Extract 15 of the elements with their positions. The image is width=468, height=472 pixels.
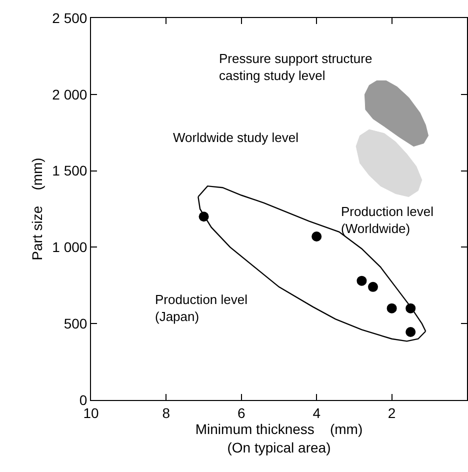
y-tick-label: 2 000 [52,86,88,102]
x-tick-label: 2 [388,404,396,421]
y-axis-title: Part size (mm) [28,158,45,260]
y-tick-label: 1 500 [52,162,88,179]
y-tick-label: 2 500 [52,10,88,26]
annotation: Pressure support structure casting study level [219,51,372,83]
annotation: Worldwide study level [173,130,299,145]
x-tick-label: 8 [162,404,170,421]
y-tick-label: 1 000 [52,239,88,256]
annotation: Production level (Japan) [155,292,248,324]
annotation: Production level (Worldwide) [341,204,434,236]
x-tick-label: 6 [238,404,246,421]
y-tick-label: 500 [64,316,88,332]
x-axis-title: Minimum thickness (mm) (On typical area) [195,421,363,456]
x-tick-label: 4 [312,404,321,421]
